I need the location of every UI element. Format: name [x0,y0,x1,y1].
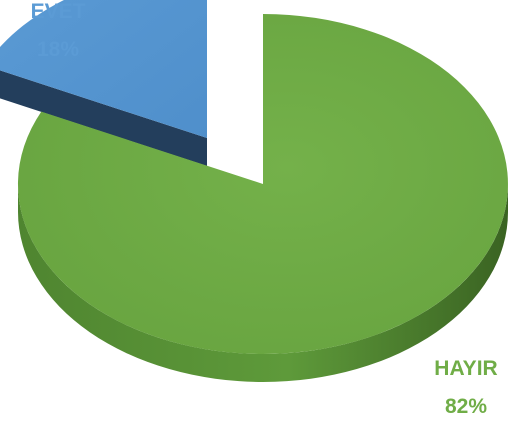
slice-side-hayir [18,184,508,382]
slice-value-evet: 18% [37,38,79,61]
slice-label-hayir: HAYIR [434,357,497,380]
slice-hayir [17,14,508,354]
slice-label-evet: EVET [31,0,86,23]
slice-side-evet [0,70,207,166]
slice-evet [0,0,207,138]
slice-value-hayir: 82% [445,395,487,418]
